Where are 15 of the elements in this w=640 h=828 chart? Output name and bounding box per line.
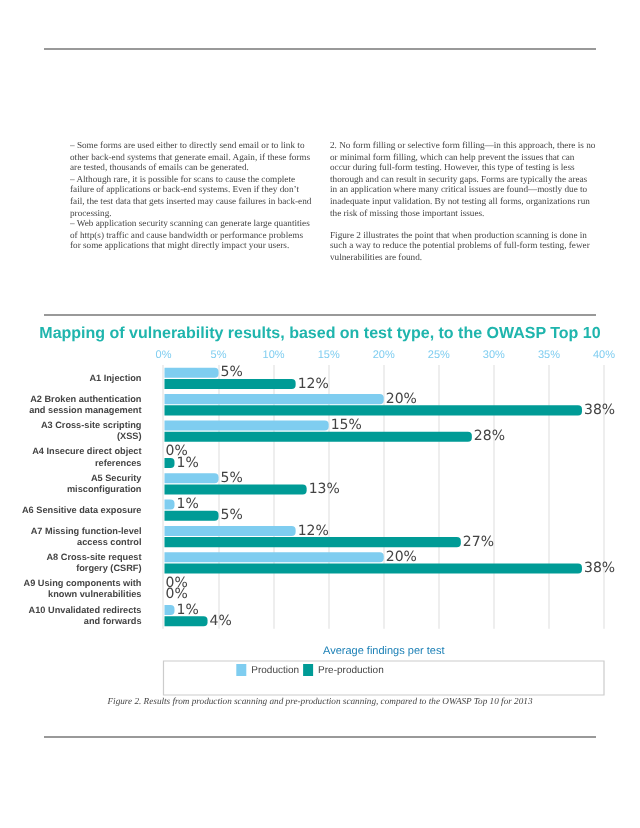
bar <box>164 431 472 442</box>
bar <box>164 537 461 548</box>
bar <box>164 616 208 627</box>
bar <box>164 525 296 536</box>
bar <box>164 420 329 431</box>
bar <box>164 378 296 390</box>
bar <box>164 394 384 405</box>
bar <box>164 510 219 521</box>
bar <box>164 563 582 574</box>
bar <box>164 484 307 495</box>
bar <box>164 367 219 378</box>
bar <box>164 552 384 563</box>
chart-title: Mapping of vulnerability results, based on test type, to the OWASP Top 10 <box>37 324 603 342</box>
bar <box>164 473 219 484</box>
bar <box>164 405 582 416</box>
